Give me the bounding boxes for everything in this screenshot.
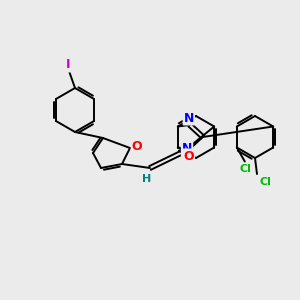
Text: H: H [142,174,152,184]
Text: I: I [66,58,70,71]
Text: Cl: Cl [240,164,252,175]
Text: O: O [132,140,142,154]
Text: Cl: Cl [259,177,271,187]
Text: N: N [184,112,194,124]
Text: O: O [184,149,194,163]
Text: N: N [182,142,192,155]
